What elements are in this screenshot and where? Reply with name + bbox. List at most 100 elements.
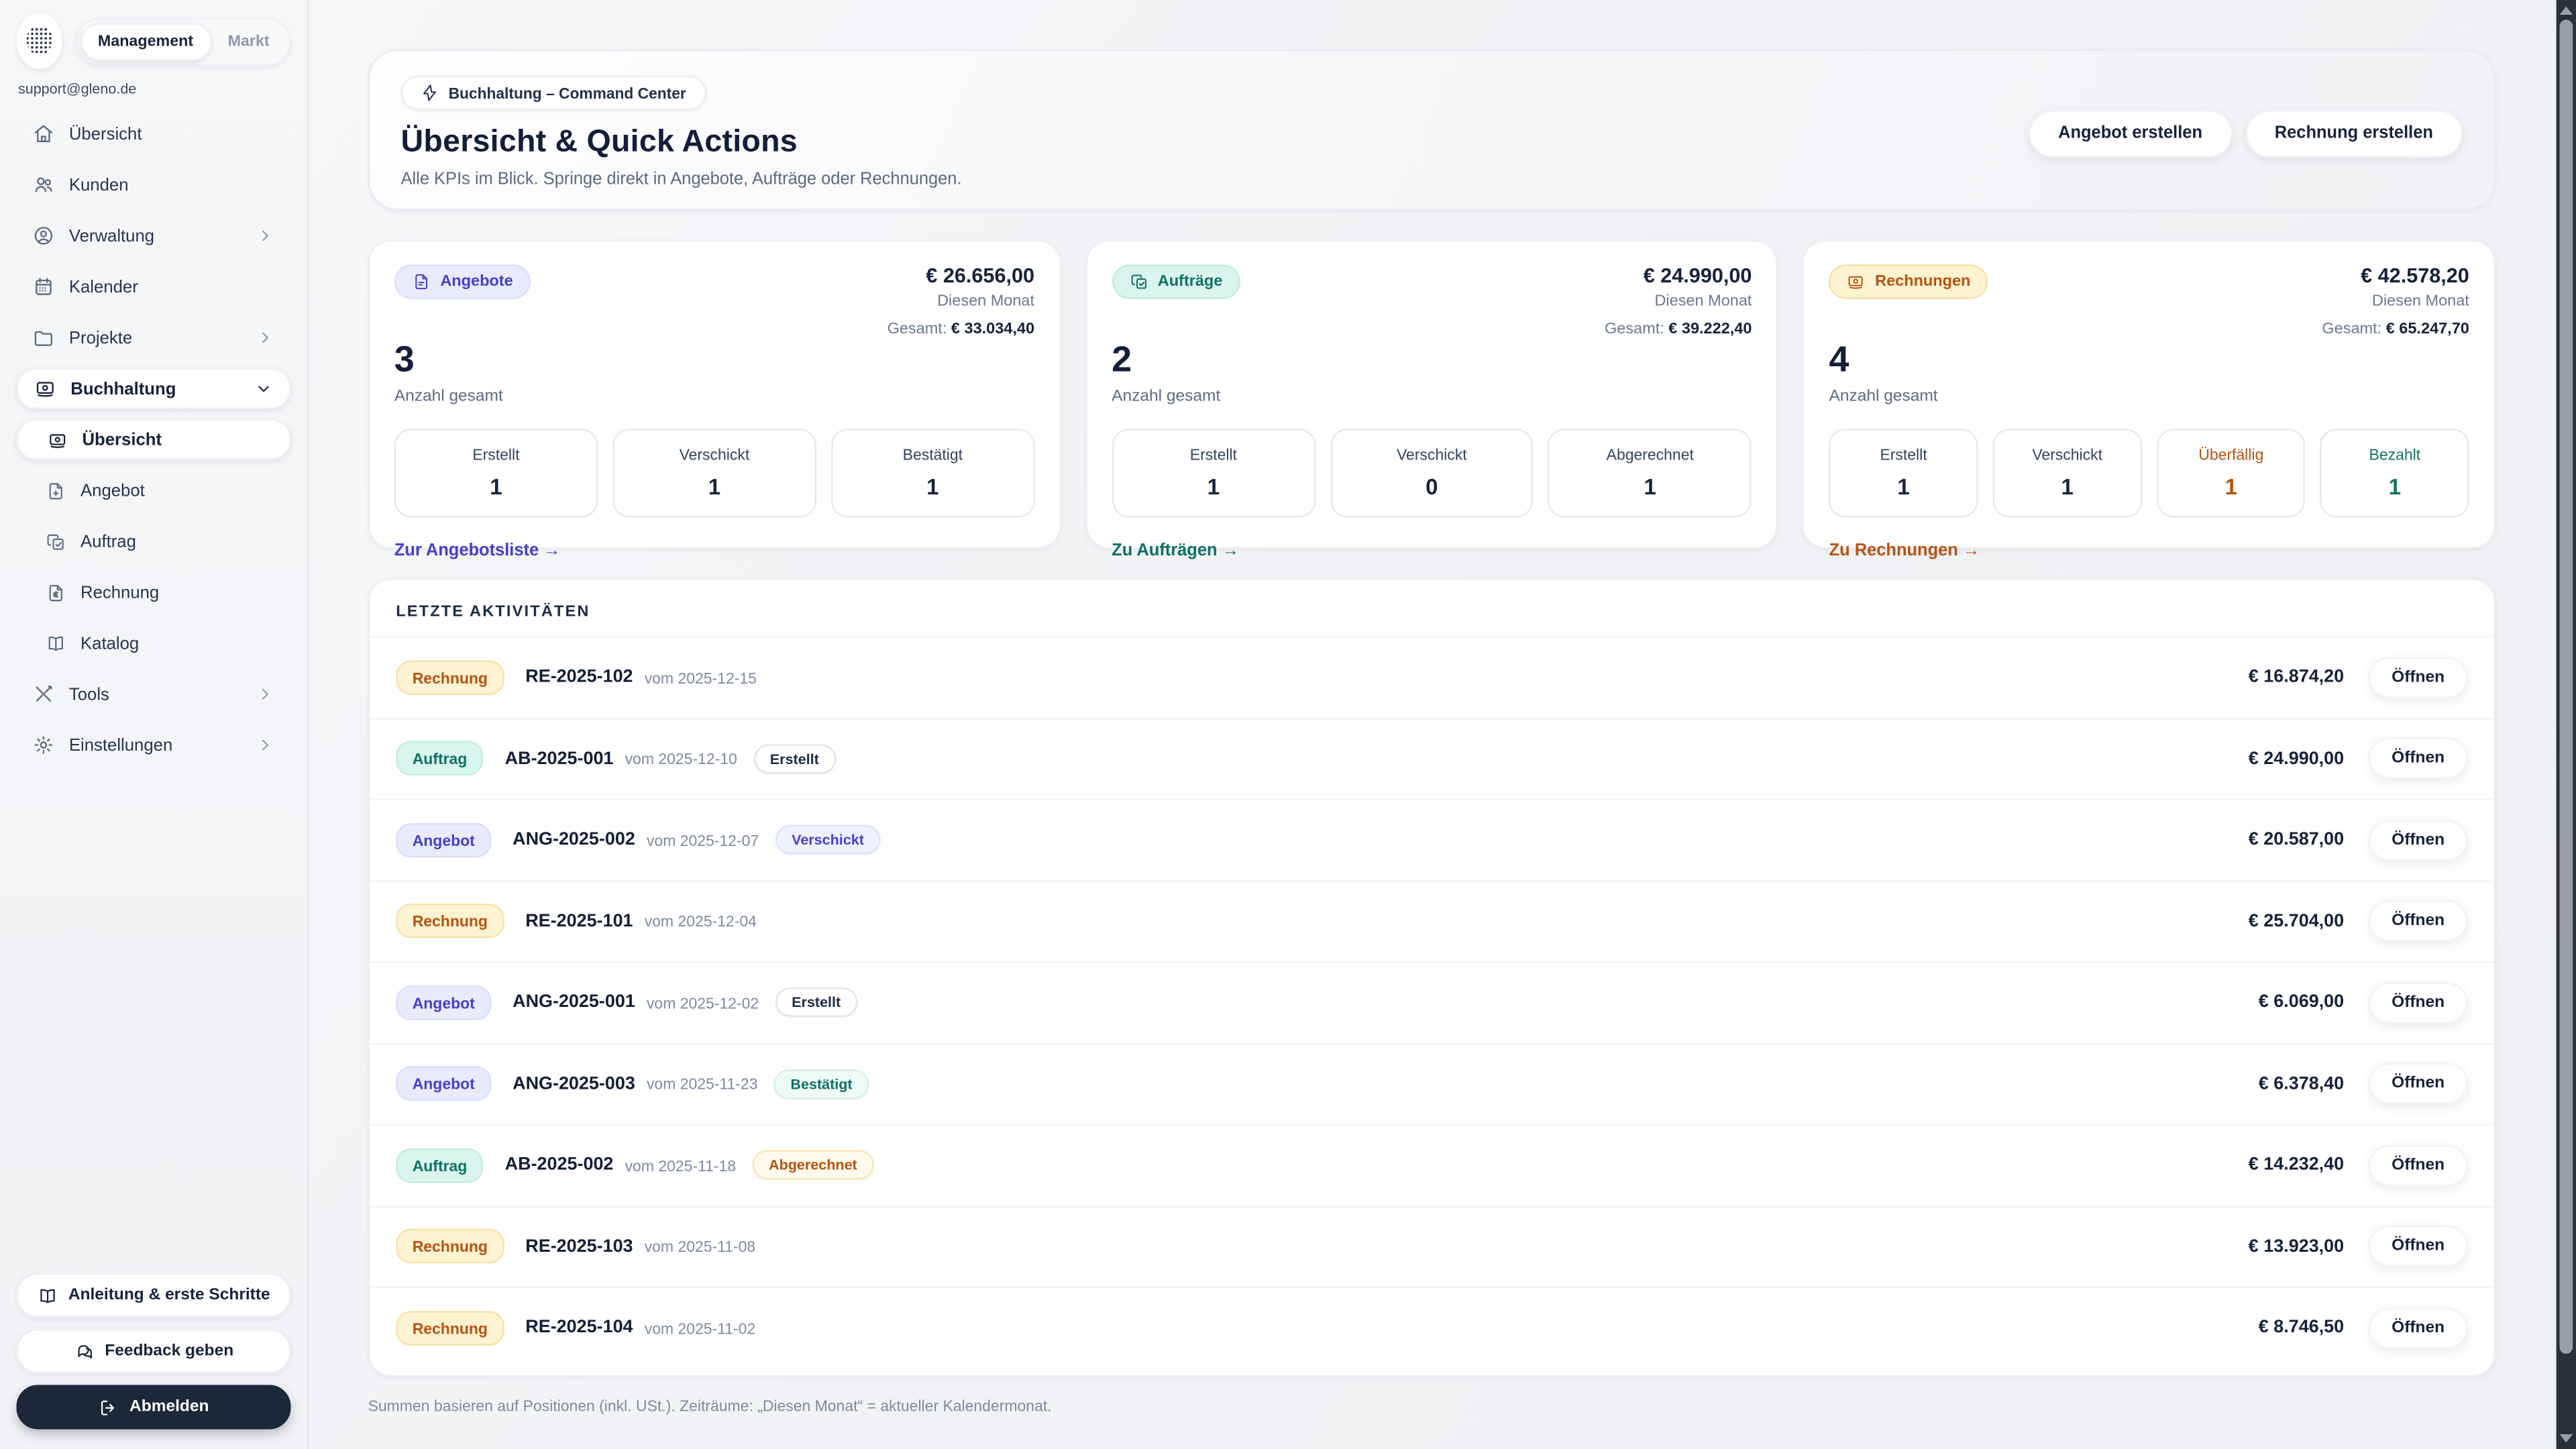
sidebar-item-label: Übersicht [68, 123, 142, 144]
kpi-badge-rechnungen: Rechnungen [1829, 264, 1989, 299]
logo-dotted-sphere-icon [26, 25, 52, 56]
open-button[interactable]: Öffnen [2368, 981, 2468, 1024]
kpi-card-top: Rechnungen € 42.578,20 Diesen Monat Gesamt:… [1829, 264, 2469, 338]
folder-icon [33, 327, 54, 348]
kpi-stat-value: 0 [1426, 474, 1438, 500]
chevron-right-icon [256, 227, 274, 245]
activity-row: Rechnung RE-2025-101 vom 2025-12-04 € 25.70… [370, 879, 2494, 961]
sidebar-footer: Anleitung & erste Schritte Feedback geben… [16, 1273, 291, 1430]
kpi-badge-label: Rechnungen [1875, 272, 1971, 291]
feedback-geben-button[interactable]: Feedback geben [16, 1329, 291, 1374]
open-button[interactable]: Öffnen [2368, 1144, 2468, 1186]
activity-date: vom 2025-12-15 [644, 668, 757, 687]
activity-row-right: € 6.069,00 Öffnen [2258, 981, 2468, 1024]
activity-date: vom 2025-11-23 [646, 1075, 758, 1093]
sidebar-item-uebersicht[interactable]: Übersicht [16, 419, 291, 460]
kpi-badge-angebote: Angebote [394, 264, 531, 299]
activity-row-right: € 24.990,00 Öffnen [2249, 738, 2468, 780]
activity-type-badge: Angebot [396, 985, 492, 1020]
header-actions: Angebot erstellen Rechnung erstellen [2028, 110, 2463, 184]
kpi-link-angebote[interactable]: Zur Angebotsliste → [394, 542, 561, 561]
kpi-stat-erstellt: Erstellt 1 [1112, 429, 1316, 518]
open-button[interactable]: Öffnen [2368, 900, 2468, 942]
create-invoice-button[interactable]: Rechnung erstellen [2245, 110, 2463, 158]
sidebar-item-label: Angebot [80, 480, 145, 500]
clipboard-check-icon [46, 531, 66, 551]
kpi-stat-label: Verschickt [2032, 445, 2103, 464]
activity-amount: € 6.069,00 [2258, 992, 2345, 1013]
kpi-badge-label: Angebote [440, 272, 513, 291]
sidebar-item-buchhaltung[interactable]: Buchhaltung [16, 368, 291, 409]
sidebar-item-katalog[interactable]: Katalog [30, 623, 290, 663]
page-title: Übersicht & Quick Actions [400, 125, 798, 160]
chevron-right-icon [256, 736, 274, 754]
kpi-stat-value: 1 [1897, 474, 1910, 500]
scrollbar-up-arrow-icon[interactable] [2559, 6, 2573, 15]
activity-row: Auftrag AB-2025-002 vom 2025-11-18 Abgerech… [370, 1124, 2494, 1205]
home-icon [33, 123, 54, 145]
scrollbar-down-arrow-icon[interactable] [2559, 1434, 2573, 1443]
kpi-card-angebote: Angebote € 26.656,00 Diesen Monat Gesamt: €… [368, 239, 1061, 560]
clipboard-check-icon [1130, 273, 1148, 291]
sidebar-item-label: Auftrag [80, 531, 136, 551]
open-button[interactable]: Öffnen [2368, 656, 2468, 698]
activity-amount: € 25.704,00 [2248, 911, 2345, 931]
tab-markt[interactable]: Markt [227, 32, 270, 50]
chevron-right-icon [256, 329, 274, 347]
sidebar-item-projekte[interactable]: Projekte [16, 317, 290, 358]
main-content: Buchhaltung – Command Center Übersicht &… [309, 0, 2556, 1449]
open-button[interactable]: Öffnen [2368, 1307, 2468, 1349]
kpi-stat-value: 1 [708, 474, 721, 500]
vertical-scrollbar[interactable] [2556, 0, 2576, 1449]
sidebar-item-angebot[interactable]: Angebot [30, 470, 290, 511]
open-button[interactable]: Öffnen [2368, 819, 2468, 861]
scrollbar-thumb[interactable] [2559, 19, 2573, 1354]
kpi-stat-value: 1 [2061, 474, 2074, 500]
sidebar-item-rechnung[interactable]: Rechnung [30, 572, 290, 612]
kpi-stat-label: Abgerechnet [1606, 445, 1694, 464]
anleitung-erste-schritte-button[interactable]: Anleitung & erste Schritte [16, 1273, 291, 1318]
activity-row: Rechnung RE-2025-103 vom 2025-11-08 € 13.92… [370, 1205, 2494, 1286]
kpi-stat-bestaetigt: Bestätigt 1 [830, 429, 1035, 518]
sidebar-item-auftrag[interactable]: Auftrag [30, 521, 290, 561]
sidebar-item-tools[interactable]: Tools [16, 674, 290, 714]
activity-id: ANG-2025-003 [513, 1074, 635, 1094]
sidebar-item-einstellungen[interactable]: Einstellungen [16, 724, 290, 765]
tab-management[interactable]: Management [79, 22, 212, 60]
activity-id: RE-2025-101 [525, 911, 633, 931]
sidebar-item-label: Buchhaltung [70, 378, 176, 398]
sidebar-item-kalender[interactable]: Kalender [16, 266, 290, 307]
kpi-amounts: € 26.656,00 Diesen Monat Gesamt: € 33.034,… [888, 264, 1034, 338]
activity-id: AB-2025-001 [504, 749, 614, 769]
activity-date: vom 2025-12-02 [646, 994, 759, 1012]
kpi-link-auftraege[interactable]: Zu Aufträgen → [1112, 542, 1240, 561]
page-header-text: Buchhaltung – Command Center Übersicht &… [400, 75, 962, 189]
kpi-badge-auftraege: Aufträge [1112, 264, 1241, 299]
tools-icon [33, 684, 54, 705]
kpi-link-rechnungen[interactable]: Zu Rechnungen → [1829, 542, 1980, 561]
sidebar-item-label: Übersicht [82, 429, 162, 449]
kpi-stat-verschickt: Verschickt 1 [1992, 429, 2142, 518]
sidebar-item-kunden[interactable]: Kunden [16, 164, 290, 205]
kpi-month-label: Diesen Monat [937, 292, 1035, 311]
page-subtitle: Alle KPIs im Blick. Springe direkt in An… [400, 170, 962, 189]
kpi-stat-label: Bestätigt [902, 445, 963, 464]
kpi-stat-value: 1 [1207, 474, 1220, 500]
kpi-stat-verschickt: Verschickt 1 [612, 429, 816, 518]
kpi-stat-label: Erstellt [1189, 445, 1237, 464]
activity-amount: € 8.746,50 [2258, 1318, 2345, 1338]
lightning-icon [421, 84, 439, 102]
sidebar-item-uebersicht[interactable]: Übersicht [16, 113, 290, 154]
sidebar-item-verwaltung[interactable]: Verwaltung [16, 215, 290, 256]
open-button[interactable]: Öffnen [2368, 1063, 2468, 1105]
sidebar-item-label: Einstellungen [68, 735, 173, 755]
sidebar: Management Markt support@gleno.de Übersi… [0, 0, 309, 1449]
kpi-stat-abgerechnet: Abgerechnet 1 [1548, 429, 1752, 518]
kpi-stat-erstellt: Erstellt 1 [1829, 429, 1978, 518]
create-offer-button[interactable]: Angebot erstellen [2028, 110, 2233, 158]
sidebar-header: Management Markt [16, 13, 291, 69]
open-button[interactable]: Öffnen [2368, 738, 2468, 780]
abmelden-button[interactable]: Abmelden [16, 1385, 291, 1430]
open-button[interactable]: Öffnen [2368, 1226, 2468, 1267]
